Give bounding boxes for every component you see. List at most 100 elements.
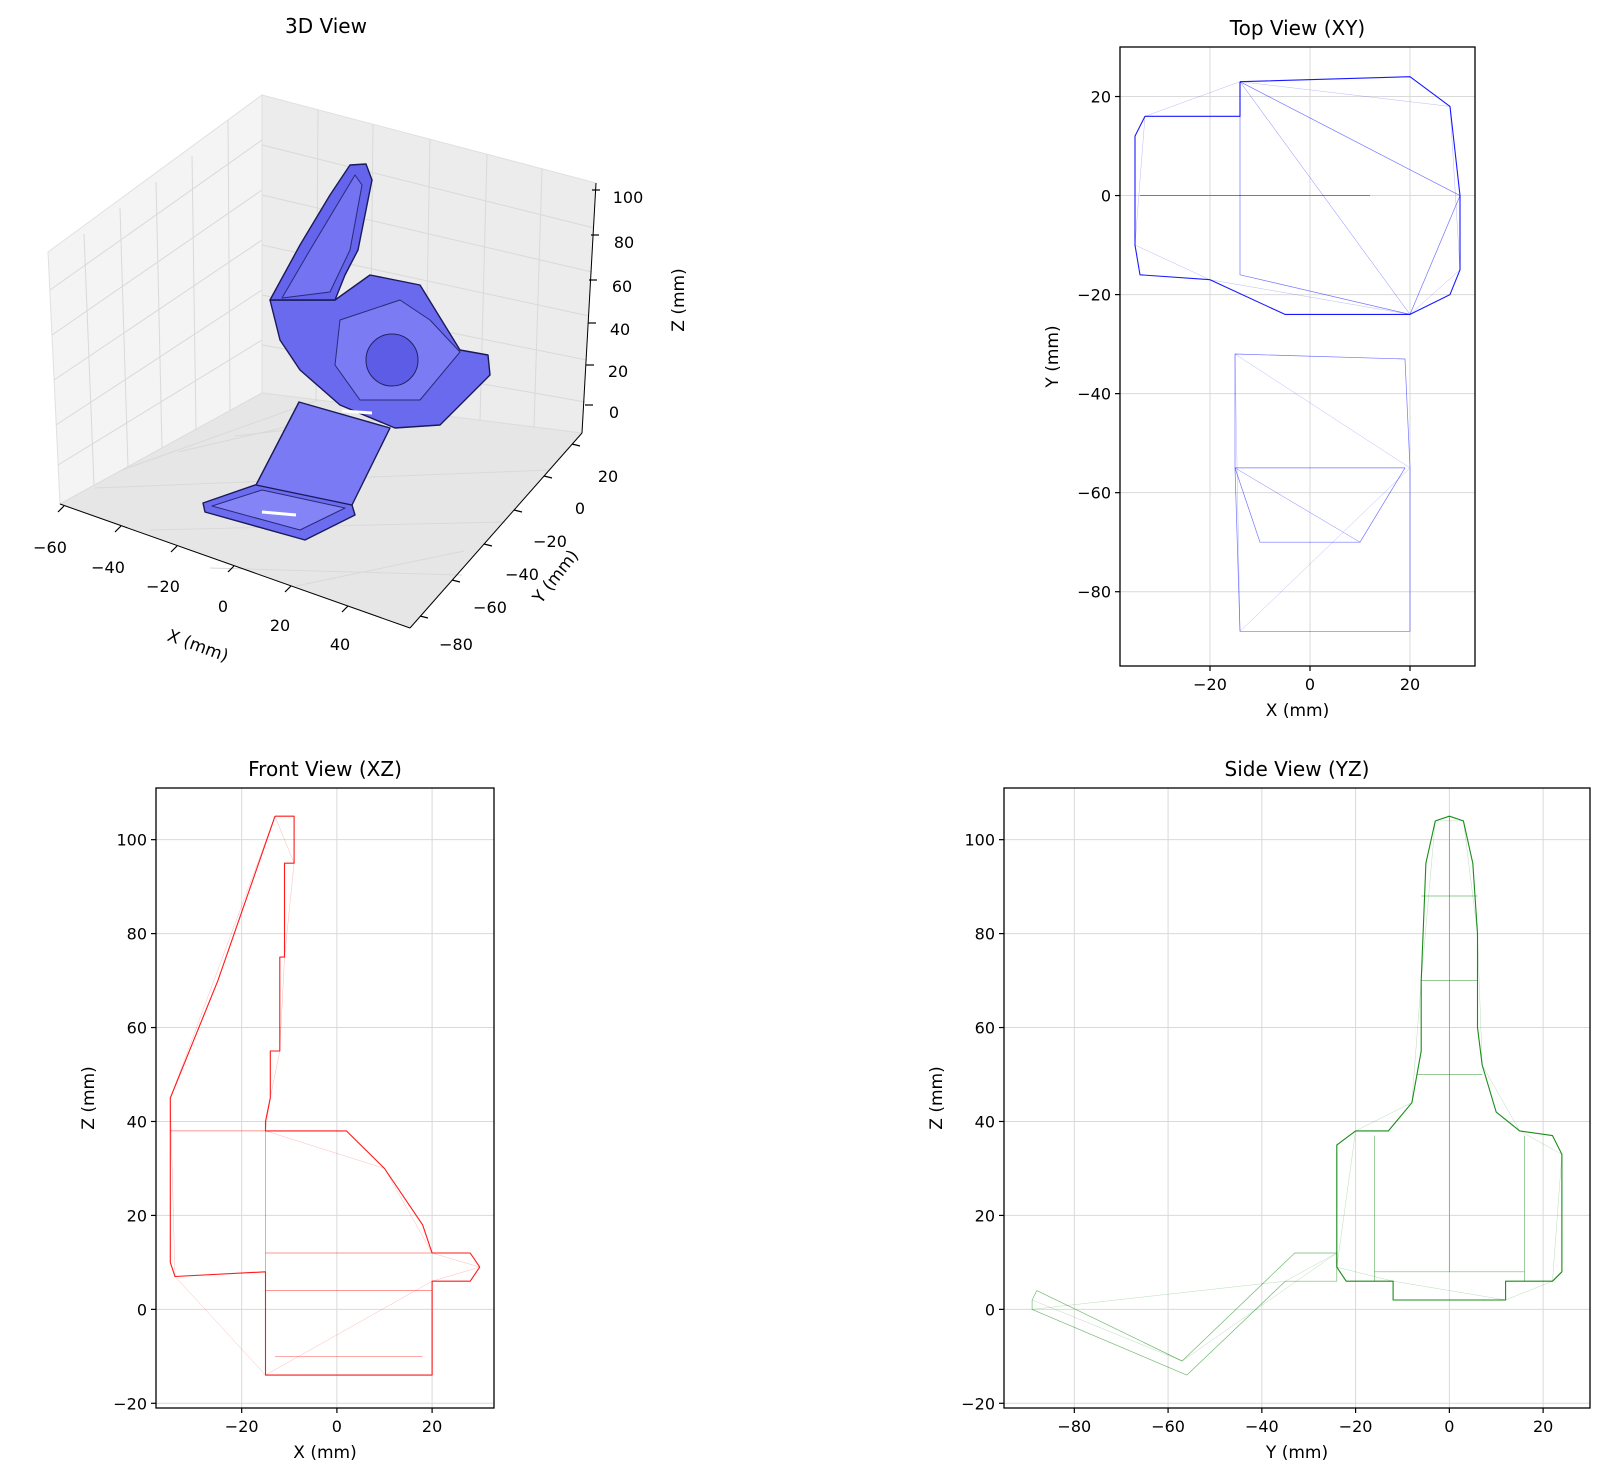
wireframe-edge [1505, 1280, 1553, 1301]
plot-frame [1119, 46, 1476, 667]
y-axis-label: Z (mm) [927, 1066, 947, 1129]
z-axis-label-3d: Z (mm) [669, 268, 689, 331]
y-axis-label: Y (mm) [1043, 325, 1063, 388]
y-tick-label: −20 [113, 1394, 147, 1413]
wireframe-edge [274, 816, 295, 864]
wireframe-edge [1239, 81, 1451, 107]
z-tick-label-3d: 80 [614, 233, 634, 252]
wireframe-edge [170, 1097, 176, 1277]
wireframe-edge [1239, 81, 1411, 315]
y-tick-label: 0 [985, 1300, 995, 1319]
x-tick-label: 20 [422, 1417, 442, 1436]
wireframe-edge [1134, 244, 1211, 280]
wireframe-edge [1421, 820, 1436, 981]
wireframe-edge [279, 957, 285, 1052]
y-ticks-3d [419, 443, 581, 619]
x-axis-label: X (mm) [293, 1443, 356, 1463]
z-tick-label-3d: 40 [610, 320, 630, 339]
wireframe-outline [1239, 81, 1461, 315]
wireframe-edge [265, 1097, 271, 1131]
wireframe-outline [1134, 76, 1461, 315]
panel-title: Front View (XZ) [248, 757, 402, 781]
wireframe-edge [1355, 1102, 1412, 1132]
wireframe-edge [1239, 467, 1411, 632]
x-tick-label: −20 [225, 1417, 259, 1436]
model-base-top [211, 489, 346, 531]
x-tick-label: −40 [1245, 1417, 1279, 1436]
x-tick-label-3d: −60 [33, 538, 67, 557]
x-tick-label: 0 [332, 1417, 342, 1436]
panel-3d-view: 3D View [33, 14, 689, 667]
plot-frame [1003, 787, 1591, 1409]
wireframe-edge [1285, 1252, 1337, 1282]
x-tick-label: −80 [1057, 1417, 1091, 1436]
model-rotor [365, 333, 419, 387]
x-axis-label: X (mm) [1266, 701, 1329, 721]
wireframe-edge [1209, 279, 1411, 315]
x-tick-label-3d: 0 [218, 597, 228, 616]
wireframe-edge [1482, 1065, 1520, 1131]
model-ramp [255, 401, 391, 506]
x-axis-line-3d [59, 503, 411, 629]
y-tick-label-3d: 20 [598, 467, 618, 486]
wireframe-outline [1234, 467, 1406, 543]
x-tick-label: −20 [1339, 1417, 1373, 1436]
y-tick-label: 60 [127, 1019, 147, 1038]
wireframe [1134, 76, 1461, 632]
wireframe-edge [1411, 980, 1422, 1103]
y-axis-line-3d [409, 432, 583, 629]
y-tick-label: −40 [1077, 385, 1111, 404]
wireframe-edge [270, 1050, 280, 1099]
x-tick-label-3d: −20 [146, 577, 180, 596]
panel-title: Side View (YZ) [1225, 757, 1370, 781]
z-ticks-3d [585, 189, 600, 406]
wireframe-edge [1336, 1130, 1356, 1268]
y-tick-label: 20 [1091, 88, 1111, 107]
wireframe-edge [1239, 81, 1411, 315]
wireframe-edge [1234, 467, 1361, 543]
z-tick-label-3d: 60 [612, 277, 632, 296]
wireframe-edge [1463, 820, 1478, 934]
wireframe-edge [265, 1281, 433, 1376]
wireframe-edge [1409, 269, 1461, 315]
y-tick-label-3d: −60 [473, 598, 507, 617]
model-fin-face [281, 174, 363, 299]
x-tick-label: −60 [1151, 1417, 1185, 1436]
wireframe-edge [1336, 1266, 1394, 1282]
wireframe [1031, 815, 1563, 1376]
panel-side-view-yz: Side View (YZ) −80 −60 −40 −20 0 20 100 80 60 40 20… [927, 757, 1591, 1463]
panel-title: Top View (XY) [1229, 16, 1365, 40]
wireframe-edge [1477, 933, 1483, 1066]
x-tick-label-3d: −40 [91, 558, 125, 577]
y-tick-label: −20 [1077, 286, 1111, 305]
wireframe-edge [284, 863, 295, 958]
panel-top-view-xy: Top View (XY) −20 0 20 20 0 −20 −40 −60 −80 X (mm)… [1043, 16, 1476, 721]
y-axis-label: Z (mm) [79, 1066, 99, 1129]
model-3d [202, 163, 491, 541]
z-tick-label-3d: 100 [613, 188, 644, 207]
wireframe-edge [1144, 81, 1241, 117]
y-tick-label: −20 [961, 1394, 995, 1413]
title-3d-view: 3D View [285, 14, 367, 38]
x-tick-label: 0 [1444, 1417, 1454, 1436]
wireframe-edge [1234, 467, 1361, 543]
y-tick-label: 0 [1101, 187, 1111, 206]
y-tick-label: 20 [127, 1206, 147, 1225]
wireframe-edge [1449, 106, 1461, 270]
wireframe-edge [384, 1168, 433, 1254]
wireframe-edge [1032, 1299, 1183, 1362]
wireframe-edge [1234, 354, 1241, 632]
y-tick-label: 20 [975, 1206, 995, 1225]
y-tick-label-3d: −80 [439, 635, 473, 654]
panel-front-view-xz: Front View (XZ) −20 0 20 100 80 60 40 20 0 −20 X (m… [79, 757, 495, 1463]
x-tick-label: 20 [1400, 675, 1420, 694]
x-ticks-3d [57, 505, 349, 613]
wireframe [169, 815, 481, 1376]
wireframe-edge [1134, 116, 1146, 246]
y-tick-label-3d: 0 [575, 499, 585, 518]
wireframe-edge [432, 1252, 480, 1268]
y-tick-label-3d: −20 [533, 532, 567, 551]
wireframe-edge [1032, 1280, 1286, 1310]
wireframe-outline [1336, 815, 1563, 1301]
y-tick-label-3d: −40 [505, 565, 539, 584]
